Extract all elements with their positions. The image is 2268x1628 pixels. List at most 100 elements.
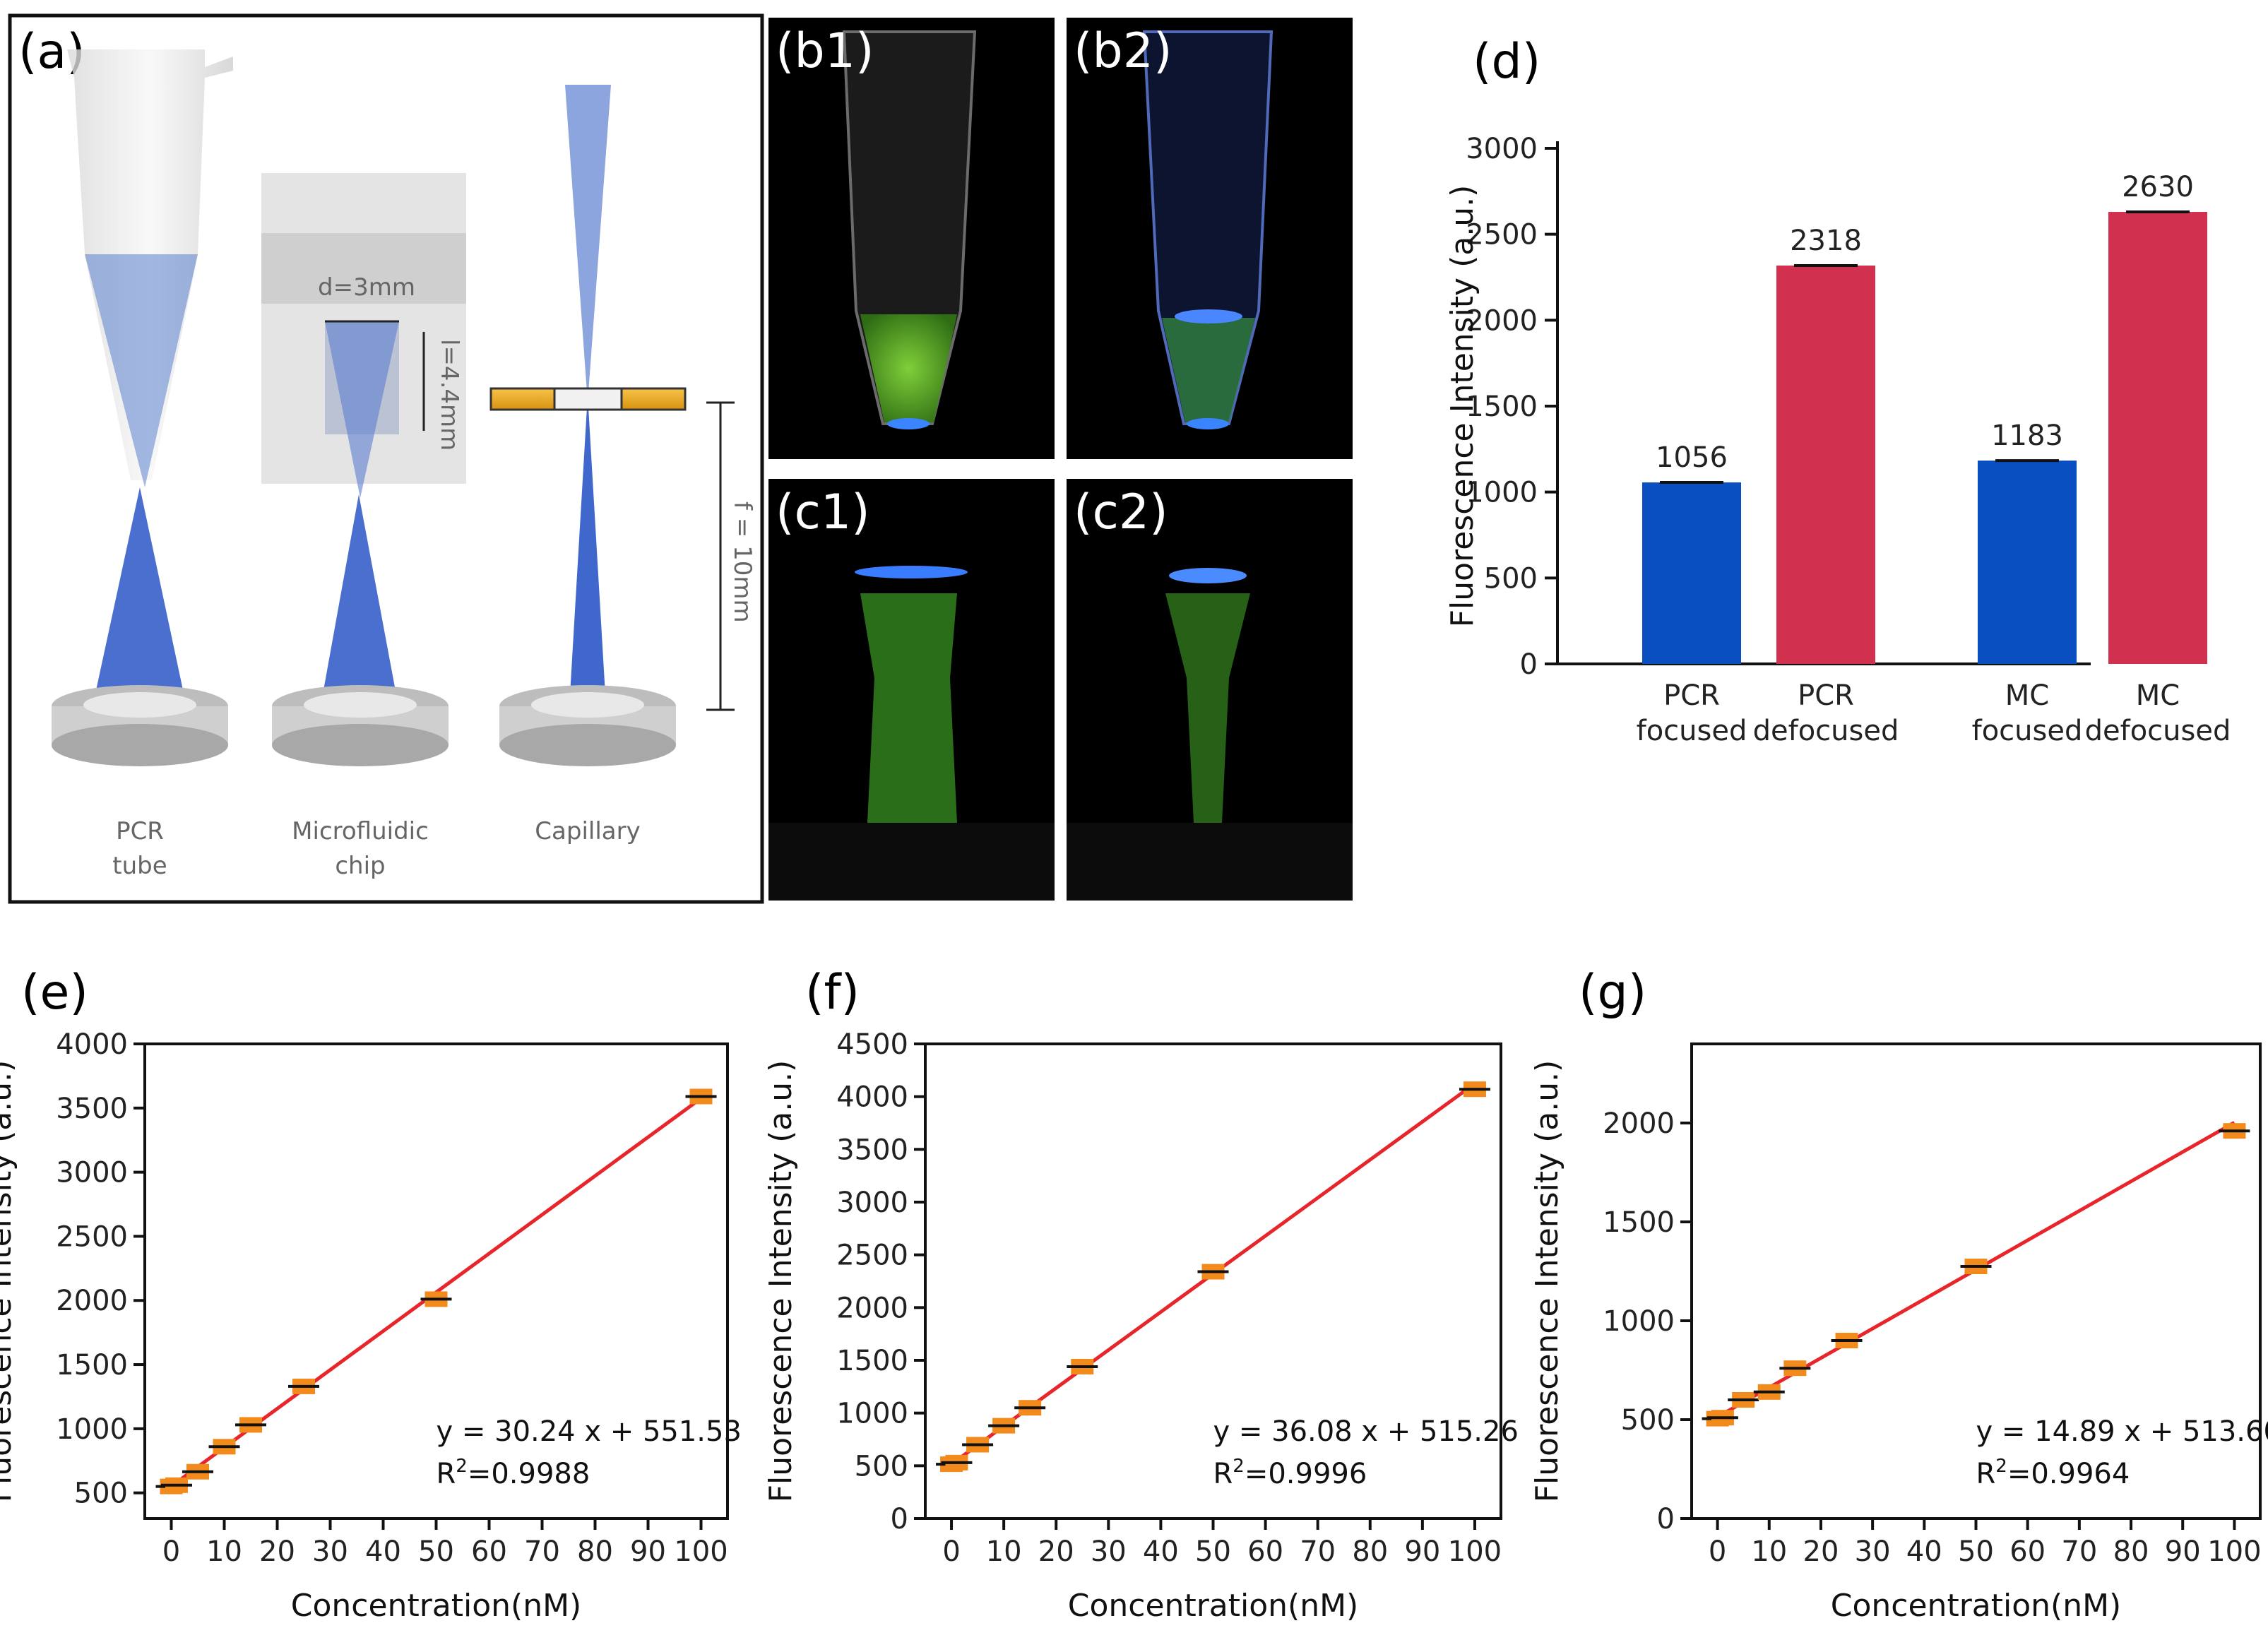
d-y-tick-label: 2000 — [1466, 304, 1538, 337]
r-squared-value: =0.9988 — [468, 1458, 590, 1490]
chip-caption-line1: Microfluidic — [292, 817, 429, 845]
x-tick-label: 10 — [986, 1535, 1022, 1568]
panel-c2-label: (c2) — [1074, 485, 1168, 540]
x-tick-label: 60 — [2009, 1535, 2046, 1568]
chip-lens-holder-bottom — [272, 724, 449, 766]
x-tick-label: 30 — [1855, 1535, 1891, 1568]
y-tick-label: 0 — [1657, 1503, 1675, 1535]
d-bar — [1776, 265, 1875, 664]
y-tick-label: 1000 — [836, 1398, 908, 1430]
d-category-label: focused — [1972, 715, 2083, 747]
photo-c2-green-glow — [1165, 593, 1250, 823]
d-category-label: focused — [1637, 715, 1747, 747]
panel-e-label: (e) — [21, 965, 88, 1021]
d-y-tick-label: 500 — [1484, 562, 1538, 595]
capillary-lower-beam — [569, 396, 606, 706]
photo-c1-blue-beam — [855, 566, 968, 578]
pcr-lens — [83, 692, 196, 718]
pcr-lower-beam — [92, 487, 187, 710]
d-value-label: 2318 — [1790, 225, 1862, 257]
x-tick-label: 10 — [206, 1535, 242, 1568]
photo-b2: (b2) — [1067, 18, 1353, 459]
d-category-label: defocused — [2085, 715, 2231, 747]
x-tick-label: 40 — [365, 1535, 401, 1568]
y-tick-label: 500 — [855, 1450, 908, 1483]
y-tick-label: 2500 — [56, 1220, 128, 1253]
photo-b2-blue-ring — [1175, 309, 1242, 323]
x-tick-label: 80 — [577, 1535, 613, 1568]
y-tick-label: 0 — [891, 1503, 908, 1535]
x-tick-label: 10 — [1751, 1535, 1787, 1568]
r-squared: R2=0.9988 — [437, 1456, 590, 1490]
y-tick-label: 1500 — [836, 1345, 908, 1377]
d-value-label: 1183 — [1991, 420, 2063, 452]
photo-c2: (c2) — [1067, 479, 1353, 901]
photo-c2-floor — [1067, 823, 1353, 901]
photo-b2-liquid — [1162, 318, 1255, 422]
photo-c2-blue-beam — [1169, 568, 1247, 583]
r-squared-symbol: R — [437, 1458, 456, 1490]
chip-layer — [261, 233, 466, 304]
x-tick-label: 100 — [674, 1535, 728, 1568]
pcr-upper-beam — [85, 254, 198, 487]
x-tick-label: 20 — [1038, 1535, 1074, 1568]
d-value-label: 1056 — [1656, 441, 1728, 474]
x-tick-label: 90 — [1404, 1535, 1440, 1568]
r-squared-value: =0.9996 — [1245, 1458, 1367, 1490]
y-tick-label: 2000 — [56, 1285, 128, 1317]
x-tick-label: 30 — [312, 1535, 348, 1568]
y-tick-label: 3500 — [56, 1093, 128, 1125]
photo-c1: (c1) — [768, 479, 1055, 901]
x-tick-label: 20 — [1803, 1535, 1839, 1568]
photo-c1-green-glow — [860, 593, 957, 823]
pcr-tube-illustration — [52, 49, 233, 766]
y-tick-label: 2000 — [836, 1292, 908, 1324]
y-tick-label: 3000 — [56, 1157, 128, 1189]
fit-equation: y = 30.24 x + 551.53 — [437, 1415, 742, 1448]
d-category-label: PCR — [1798, 679, 1854, 712]
r-squared-symbol: R — [1976, 1458, 1996, 1490]
x-tick-label: 30 — [1091, 1535, 1127, 1568]
photo-b1-blue-spot — [887, 418, 930, 429]
chip-lens — [304, 692, 417, 718]
x-tick-label: 50 — [1195, 1535, 1231, 1568]
x-tick-label: 0 — [162, 1535, 180, 1568]
r-squared: R2=0.9964 — [1976, 1456, 2130, 1490]
scatter-chart-g: 0 500 1000 1500 2000 0 10 20 30 40 50 60 70 80 90 100 Co… — [1529, 1042, 2268, 1624]
y-tick-label: 1500 — [56, 1349, 128, 1382]
x-tick-label: 0 — [942, 1535, 960, 1568]
x-tick-label: 90 — [630, 1535, 666, 1568]
fit-equation: y = 36.08 x + 515.26 — [1213, 1415, 1519, 1448]
d-y-tick-label: 0 — [1520, 648, 1538, 681]
y-tick-label: 1000 — [56, 1413, 128, 1446]
x-tick-label: 50 — [418, 1535, 454, 1568]
y-axis-title: Fluorescence Intensity (a.u.) — [763, 1060, 799, 1503]
capillary-upper-beam — [565, 85, 611, 403]
x-tick-label: 70 — [1300, 1535, 1336, 1568]
focal-distance-label: f = 10mm — [728, 501, 756, 623]
pcr-caption-line1: PCR — [116, 817, 164, 845]
x-tick-label: 0 — [1709, 1535, 1726, 1568]
d-category-label: MC — [2136, 679, 2180, 712]
capillary-lens — [531, 692, 644, 718]
d-category-label: PCR — [1663, 679, 1720, 712]
y-tick-label: 4000 — [836, 1081, 908, 1114]
x-tick-label: 70 — [524, 1535, 560, 1568]
fit-equation: y = 14.89 x + 513.60 — [1976, 1415, 2268, 1448]
y-tick-label: 3500 — [836, 1134, 908, 1166]
x-axis-title: Concentration(nM) — [1068, 1588, 1358, 1624]
r-squared: R2=0.9996 — [1213, 1456, 1367, 1490]
x-tick-label: 40 — [1143, 1535, 1179, 1568]
r-squared-superscript: 2 — [1233, 1456, 1245, 1477]
panel-f-label: (f) — [805, 965, 860, 1021]
y-tick-label: 3000 — [836, 1187, 908, 1219]
scatter-chart-e: 500 1000 1500 2000 2500 3000 3500 4000 0 10 20 30 40… — [0, 1028, 742, 1624]
panel-c1-label: (c1) — [776, 485, 870, 540]
d-y-axis-title: Fluorescence Intensity (a.u.) — [1444, 185, 1480, 628]
r-squared-superscript: 2 — [456, 1456, 468, 1477]
photo-b2-blue-spot — [1187, 418, 1229, 429]
d-category-label: defocused — [1753, 715, 1899, 747]
panel-g-label: (g) — [1579, 965, 1646, 1021]
y-tick-label: 1000 — [1603, 1305, 1675, 1338]
